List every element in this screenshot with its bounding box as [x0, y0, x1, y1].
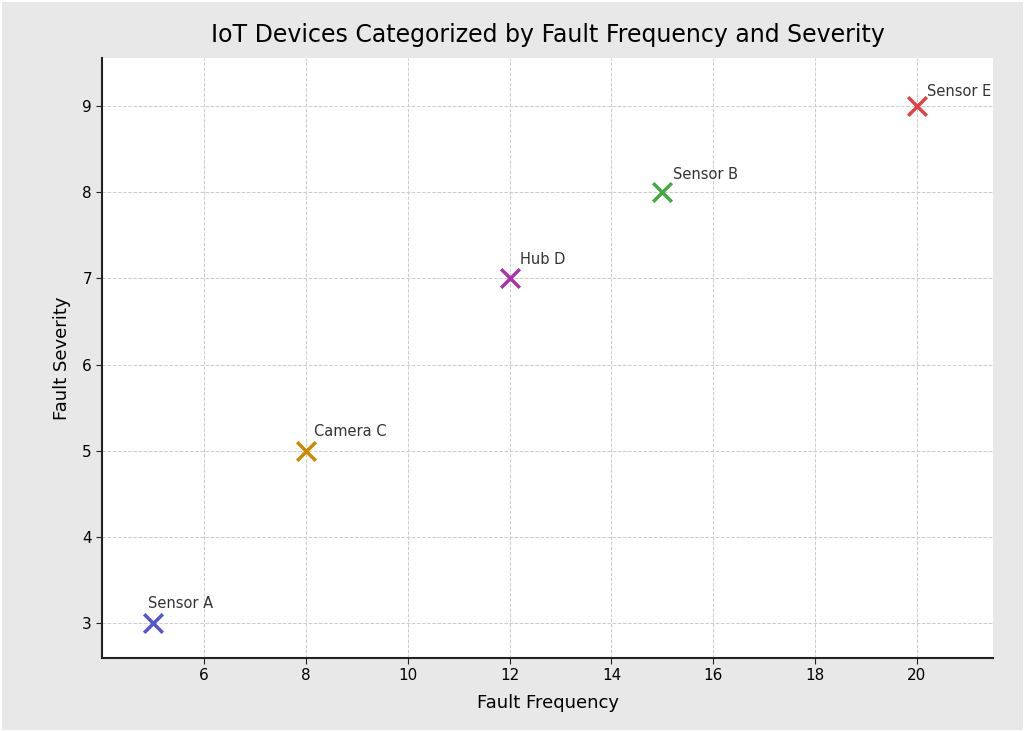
- Text: Hub D: Hub D: [520, 251, 565, 267]
- Point: [654, 186, 671, 198]
- Point: [145, 618, 162, 629]
- Point: [298, 445, 314, 457]
- X-axis label: Fault Frequency: Fault Frequency: [477, 694, 618, 713]
- Text: Sensor A: Sensor A: [148, 596, 213, 611]
- Point: [502, 273, 518, 284]
- Point: [908, 100, 925, 112]
- Title: IoT Devices Categorized by Fault Frequency and Severity: IoT Devices Categorized by Fault Frequen…: [211, 23, 885, 47]
- Y-axis label: Fault Severity: Fault Severity: [53, 297, 71, 420]
- Text: Sensor B: Sensor B: [673, 167, 737, 182]
- Text: Camera C: Camera C: [313, 424, 386, 439]
- Text: Sensor E: Sensor E: [927, 83, 991, 99]
